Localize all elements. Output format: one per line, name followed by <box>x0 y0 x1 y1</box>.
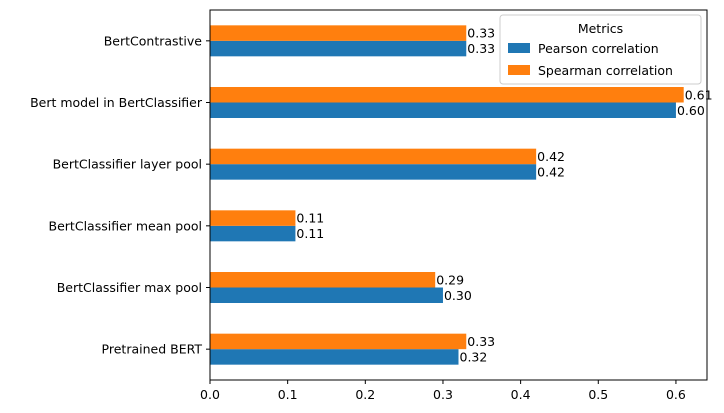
bar-spearman <box>210 333 467 350</box>
bar-pearson <box>210 225 296 242</box>
bar-value-label: 0.11 <box>296 211 324 226</box>
bar-value-label: 0.42 <box>537 164 565 179</box>
bar-spearman <box>210 210 296 226</box>
legend: Metrics Pearson correlation Spearman cor… <box>499 14 702 85</box>
x-tick-label: 0.5 <box>588 387 608 402</box>
y-tick-label: Pretrained BERT <box>102 342 203 357</box>
y-tick-label: BertClassifier mean pool <box>49 218 202 233</box>
bars-layer <box>210 25 684 365</box>
x-tick-label: 0.6 <box>666 387 686 402</box>
bar-pearson <box>210 349 459 365</box>
bar-value-label: 0.60 <box>677 103 705 118</box>
legend-swatch-spearman <box>508 65 530 75</box>
y-tick-label: BertClassifier max pool <box>57 280 202 295</box>
x-tick-label: 0.2 <box>355 387 375 402</box>
legend-label-spearman: Spearman correlation <box>538 63 673 78</box>
bar-pearson <box>210 102 676 118</box>
bar-spearman <box>210 87 684 103</box>
y-tick-label: Bert model in BertClassifier <box>30 95 203 110</box>
y-tick-label: BertClassifier layer pool <box>53 157 202 172</box>
bar-value-label: 0.32 <box>460 349 488 364</box>
legend-title: Metrics <box>578 21 623 36</box>
x-tick-label: 0.4 <box>511 387 531 402</box>
bar-pearson <box>210 40 467 57</box>
legend-swatch-pearson <box>508 43 530 53</box>
legend-box <box>499 14 702 85</box>
bar-value-label: 0.30 <box>444 288 472 303</box>
bar-value-label: 0.42 <box>537 149 565 164</box>
y-tick-label: BertContrastive <box>104 33 203 48</box>
x-tick-label: 0.1 <box>278 387 298 402</box>
bar-value-label: 0.33 <box>467 26 495 41</box>
y-axis: Pretrained BERT BertClassifier max pool Be… <box>30 33 210 357</box>
bar-value-label: 0.33 <box>467 41 495 56</box>
bar-spearman <box>210 272 436 288</box>
bar-labels-layer: 0.320.330.300.290.110.110.420.420.600.61… <box>296 26 712 365</box>
bar-spearman <box>210 148 537 165</box>
bar-value-label: 0.61 <box>685 87 713 102</box>
bar-value-label: 0.11 <box>296 226 324 241</box>
bar-pearson <box>210 287 443 303</box>
legend-label-pearson: Pearson correlation <box>538 41 659 56</box>
bar-spearman <box>210 25 467 41</box>
x-tick-label: 0.0 <box>200 387 220 402</box>
bar-pearson <box>210 164 537 180</box>
plot-frame <box>209 9 708 381</box>
bar-value-label: 0.29 <box>436 272 464 287</box>
x-tick-label: 0.3 <box>433 387 453 402</box>
x-axis: 0.0 0.1 0.2 0.3 0.4 0.5 0.6 <box>200 380 686 402</box>
bar-value-label: 0.33 <box>467 334 495 349</box>
